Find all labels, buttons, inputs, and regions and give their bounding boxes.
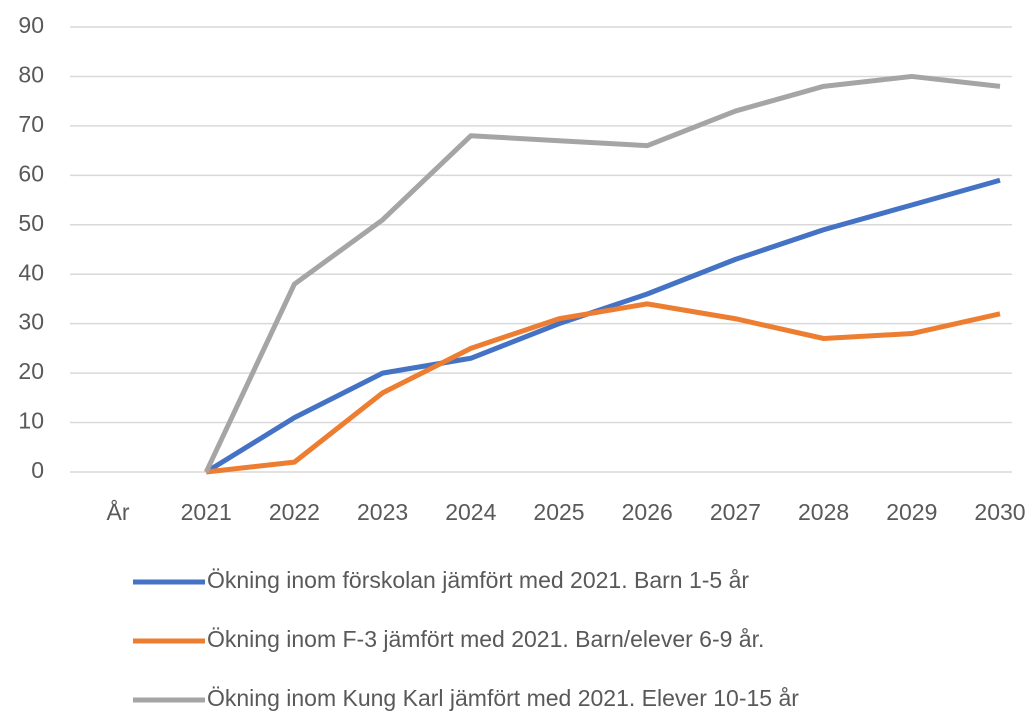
series-line — [203, 73, 1001, 474]
y-tick-label: 90 — [18, 12, 44, 38]
legend-label: Ökning inom Kung Karl jämfört med 2021. … — [207, 685, 799, 711]
x-tick-label: 2021 — [181, 499, 232, 525]
y-tick-label: 10 — [18, 408, 44, 434]
y-tick-label: 20 — [18, 358, 44, 384]
y-tick-label: 60 — [18, 160, 44, 186]
y-tick-label: 70 — [18, 111, 44, 137]
y-tick-label: 50 — [18, 210, 44, 236]
legend-label: Ökning inom förskolan jämfört med 2021. … — [207, 567, 749, 593]
y-tick-label: 0 — [31, 457, 44, 483]
x-tick-label: År — [107, 498, 130, 525]
x-tick-label: 2028 — [798, 499, 849, 525]
y-tick-label: 30 — [18, 309, 44, 335]
legend-label: Ökning inom F-3 jämfört med 2021. Barn/e… — [207, 626, 764, 652]
x-tick-label: 2025 — [533, 499, 584, 525]
series-line — [205, 301, 1001, 475]
x-tick-label: 2026 — [622, 499, 673, 525]
x-tick-label: 2030 — [974, 499, 1025, 525]
x-tick-label: 2022 — [269, 499, 320, 525]
x-tick-label: 2029 — [886, 499, 937, 525]
x-tick-label: 2027 — [710, 499, 761, 525]
y-tick-label: 80 — [18, 62, 44, 88]
y-tick-label: 40 — [18, 259, 44, 285]
x-tick-label: 2024 — [445, 499, 496, 525]
x-tick-label: 2023 — [357, 499, 408, 525]
